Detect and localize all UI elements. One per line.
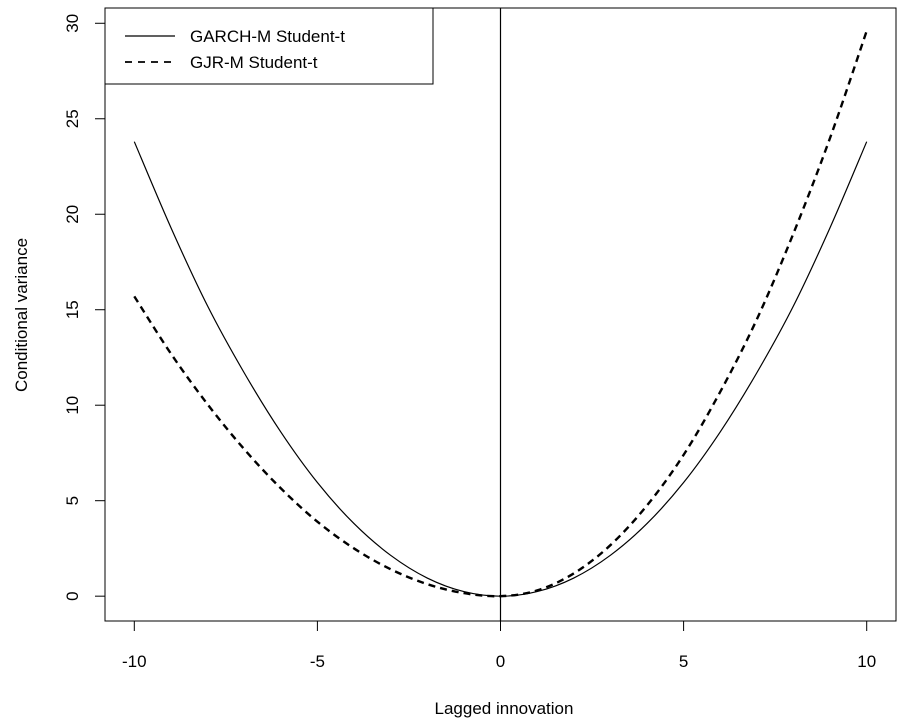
y-tick-label: 5 [63,496,82,505]
y-axis-title: Conditional variance [12,238,31,392]
y-tick-label: 0 [63,591,82,600]
y-tick-label: 15 [63,300,82,319]
y-tick-label: 20 [63,205,82,224]
x-axis: -10 -5 0 5 10 [122,621,876,671]
x-tick-label: -10 [122,652,147,671]
x-tick-label: 0 [496,652,505,671]
series-group [133,30,868,598]
y-tick-label: 30 [63,14,82,33]
x-tick-label: 5 [679,652,688,671]
x-tick-label: -5 [310,652,325,671]
legend: GARCH-M Student-t GJR-M Student-t [104,7,434,85]
y-tick-label: 25 [63,109,82,128]
x-tick-label: 10 [857,652,876,671]
y-axis: 0 5 10 15 20 25 30 [63,14,105,601]
y-tick-label: 10 [63,396,82,415]
series-line-1 [133,30,868,598]
legend-label-garch: GARCH-M Student-t [190,27,345,46]
legend-label-gjr: GJR-M Student-t [190,53,318,72]
legend-box [104,7,434,85]
x-axis-title: Lagged innovation [435,699,574,718]
